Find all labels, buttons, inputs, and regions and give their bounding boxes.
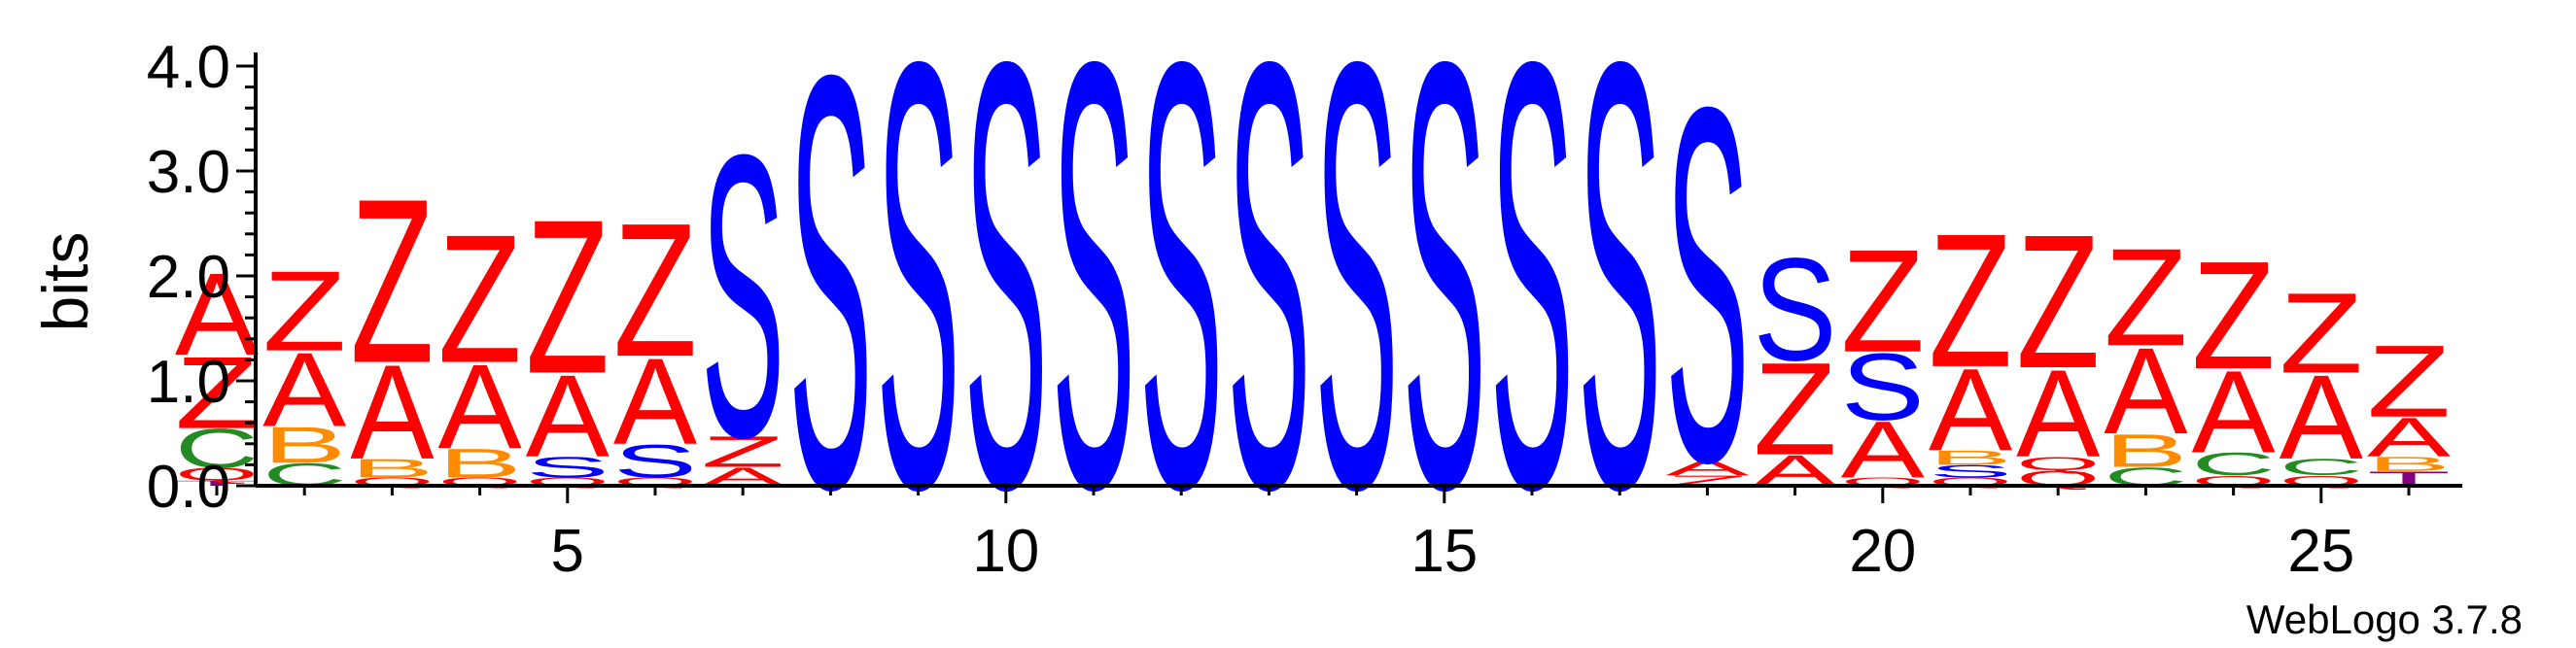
x-tick-label: 15 bbox=[1410, 518, 1478, 585]
glyph-S-pos-12: S bbox=[1139, 0, 1223, 615]
glyph-Z-pos-5: Z bbox=[526, 173, 609, 419]
glyph-Z-pos-25: Z bbox=[2280, 268, 2363, 396]
x-tick-label: 5 bbox=[551, 518, 584, 585]
glyph-S-pos-7: S bbox=[701, 72, 784, 522]
glyph-Z-pos-4: Z bbox=[438, 197, 522, 402]
glyph-Z-pos-3: Z bbox=[350, 150, 434, 412]
glyph-Z-pos-2: Z bbox=[262, 247, 346, 375]
glyph-S-pos-14: S bbox=[1314, 0, 1398, 615]
y-tick-label: 3.0 bbox=[147, 139, 230, 206]
glyph-S-pos-17: S bbox=[1578, 0, 1661, 615]
glyph-S-pos-19: S bbox=[1754, 227, 1837, 392]
x-tick-label: 10 bbox=[972, 518, 1039, 585]
glyph-S-pos-18: S bbox=[1665, 4, 1749, 568]
glyph-S-pos-11: S bbox=[1052, 0, 1135, 615]
glyph-Z-pos-6: Z bbox=[613, 184, 697, 396]
glyph-Z-pos-23: Z bbox=[2104, 220, 2187, 375]
glyph-Z-pos-20: Z bbox=[1841, 219, 1925, 382]
glyph-S-pos-16: S bbox=[1490, 0, 1574, 615]
y-tick-label: 4.0 bbox=[147, 34, 230, 101]
y-axis-title: bits bbox=[29, 232, 101, 332]
x-tick-label: 25 bbox=[2287, 518, 2354, 585]
x-tick-label: 20 bbox=[1849, 518, 1916, 585]
glyph-S-pos-8: S bbox=[788, 0, 872, 611]
glyph-Z-pos-24: Z bbox=[2192, 228, 2276, 400]
glyph-S-pos-9: S bbox=[876, 0, 959, 615]
glyph-Z-pos-21: Z bbox=[1929, 194, 2012, 407]
glyph-Z-pos-22: Z bbox=[2016, 195, 2100, 408]
y-tick-label: 1.0 bbox=[147, 349, 230, 416]
weblogo-credit: WebLogo 3.7.8 bbox=[2246, 597, 2523, 642]
y-tick-label: 2.0 bbox=[147, 244, 230, 311]
glyph-S-pos-13: S bbox=[1227, 0, 1310, 615]
glyph-Z-pos-26: Z bbox=[2367, 324, 2451, 439]
